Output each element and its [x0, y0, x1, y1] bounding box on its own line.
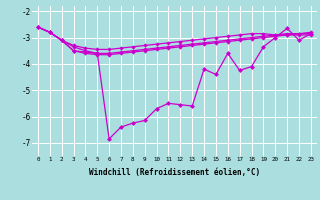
X-axis label: Windchill (Refroidissement éolien,°C): Windchill (Refroidissement éolien,°C) — [89, 168, 260, 177]
